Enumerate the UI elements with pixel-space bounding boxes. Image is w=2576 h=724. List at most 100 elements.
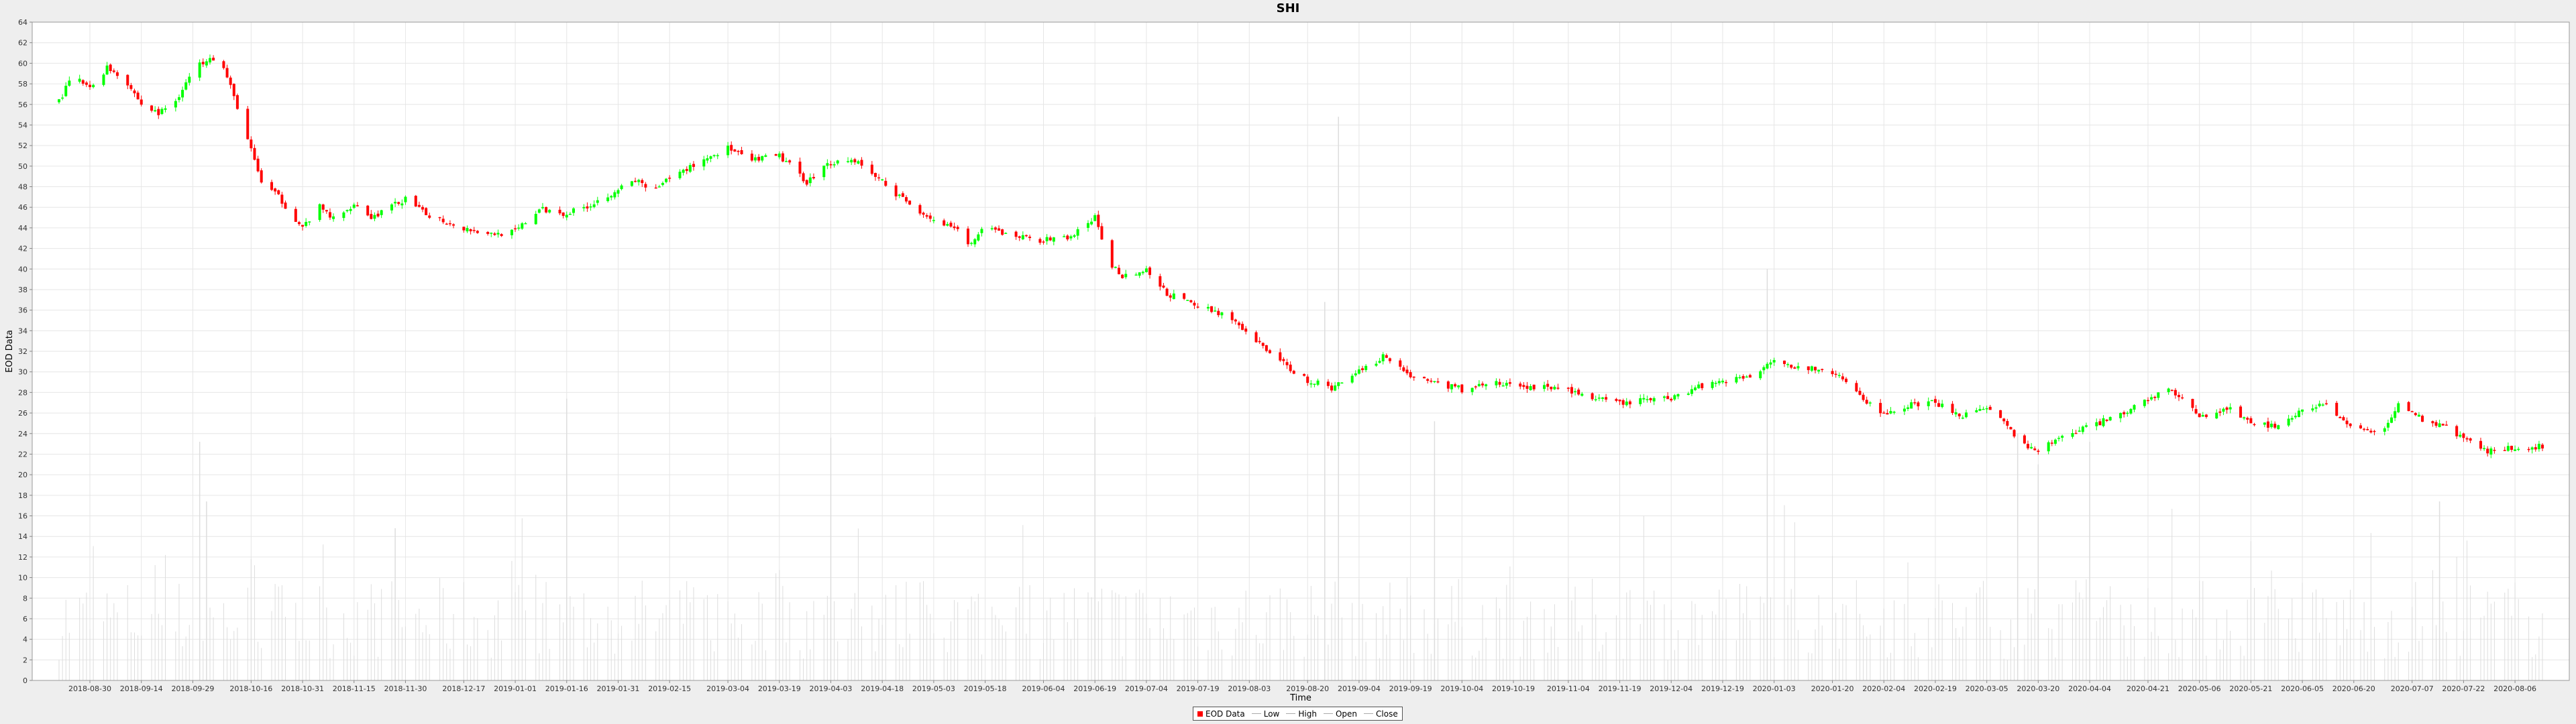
- candle-body: [2198, 413, 2201, 418]
- candle-body: [1690, 389, 1693, 394]
- candle-body: [112, 70, 115, 72]
- candle-body: [1927, 401, 1930, 406]
- candle-body: [1796, 366, 1800, 369]
- candle-body: [582, 206, 586, 208]
- candle-body: [380, 210, 383, 215]
- candle-body: [1628, 401, 1631, 405]
- candle-body: [2359, 425, 2362, 428]
- candle-body: [1258, 341, 1261, 343]
- candle-body: [2407, 402, 2410, 412]
- candle-body: [476, 231, 479, 233]
- candle-body: [2335, 402, 2339, 416]
- candle-body: [417, 204, 421, 207]
- candle-body: [2102, 418, 2105, 426]
- candle-body: [1460, 384, 1464, 393]
- candle-body: [1933, 399, 1937, 403]
- candle-body: [970, 243, 973, 244]
- candle-body: [345, 210, 349, 212]
- x-tick-label: 2018-09-29: [171, 684, 214, 693]
- candle-body: [2311, 408, 2314, 411]
- candle-body: [1186, 300, 1189, 301]
- y-tick-label: 0: [23, 676, 28, 685]
- candle-body: [1399, 360, 1402, 367]
- candle-body: [140, 99, 143, 105]
- candle-body: [788, 160, 792, 163]
- candle-body: [452, 224, 455, 226]
- candle-body: [181, 90, 184, 98]
- x-tick-label: 2019-06-04: [1022, 684, 1065, 693]
- candle-body: [1594, 399, 1597, 401]
- candle-body: [126, 74, 129, 86]
- candle-body: [1910, 402, 1913, 409]
- y-tick-label: 26: [18, 409, 28, 418]
- candle-body: [685, 169, 688, 171]
- candle-body: [2143, 400, 2146, 406]
- candle-body: [682, 170, 685, 173]
- candle-body: [1813, 367, 1817, 371]
- candle-body: [2386, 422, 2390, 428]
- candle-body: [2369, 430, 2373, 433]
- candle-body: [740, 150, 743, 154]
- candle-body: [2133, 405, 2136, 410]
- candle-body: [918, 204, 922, 214]
- candle-body: [1412, 376, 1415, 378]
- candle-body: [2417, 414, 2420, 417]
- candle-body: [1230, 312, 1234, 320]
- candle-body: [716, 155, 719, 157]
- candle-body: [284, 202, 287, 209]
- candle-body: [709, 156, 712, 159]
- candle-body: [2277, 425, 2280, 430]
- candle-body: [1999, 410, 2002, 418]
- candle-body: [712, 155, 716, 156]
- y-tick-label: 36: [18, 306, 28, 315]
- candle-body: [328, 212, 331, 218]
- candle-body: [222, 61, 225, 68]
- candle-body: [1745, 376, 1748, 378]
- candle-body: [1121, 274, 1124, 278]
- candle-body: [1470, 387, 1474, 392]
- candle-body: [2174, 389, 2177, 396]
- candle-body: [777, 154, 781, 158]
- legend-swatch-eod: [1197, 711, 1203, 717]
- candle-body: [2074, 432, 2078, 434]
- x-tick-label: 2019-01-16: [545, 684, 588, 693]
- candle-body: [414, 196, 417, 207]
- candle-body: [2246, 418, 2249, 420]
- legend-line-open: [1323, 713, 1333, 714]
- x-tick-label: 2020-02-19: [1914, 684, 1957, 693]
- candle-body: [808, 177, 812, 184]
- x-tick-label: 2019-11-19: [1599, 684, 1642, 693]
- candle-body: [2383, 428, 2386, 432]
- candle-body: [870, 164, 873, 174]
- candle-body: [1841, 376, 1844, 379]
- candle-body: [260, 170, 263, 183]
- candle-body: [1268, 350, 1271, 353]
- candle-body: [2530, 447, 2534, 450]
- y-tick-label: 64: [18, 18, 28, 27]
- y-tick-label: 42: [18, 245, 28, 253]
- candle-body: [1577, 389, 1580, 395]
- candle-body: [1917, 402, 1920, 407]
- candle-body: [2012, 430, 2016, 437]
- candle-body: [1196, 306, 1199, 308]
- candle-body: [1615, 399, 1618, 401]
- candle-body: [1217, 310, 1220, 316]
- candle-body: [1762, 367, 1766, 371]
- candle-body: [2084, 425, 2088, 427]
- candle-body: [129, 84, 133, 89]
- candle-body: [1508, 382, 1511, 384]
- candle-body: [2527, 448, 2530, 450]
- candle-body: [998, 228, 1001, 231]
- candle-body: [150, 105, 154, 111]
- candle-body: [1430, 380, 1433, 382]
- candle-body: [1580, 394, 1584, 396]
- candle-body: [1892, 412, 1896, 413]
- candle-body: [1474, 386, 1477, 387]
- candle-body: [1433, 381, 1436, 383]
- candle-body: [1234, 319, 1237, 322]
- candle-body: [1957, 414, 1961, 417]
- x-tick-label: 2020-08-06: [2493, 684, 2536, 693]
- candle-body: [1782, 360, 1786, 364]
- candle-body: [356, 205, 359, 206]
